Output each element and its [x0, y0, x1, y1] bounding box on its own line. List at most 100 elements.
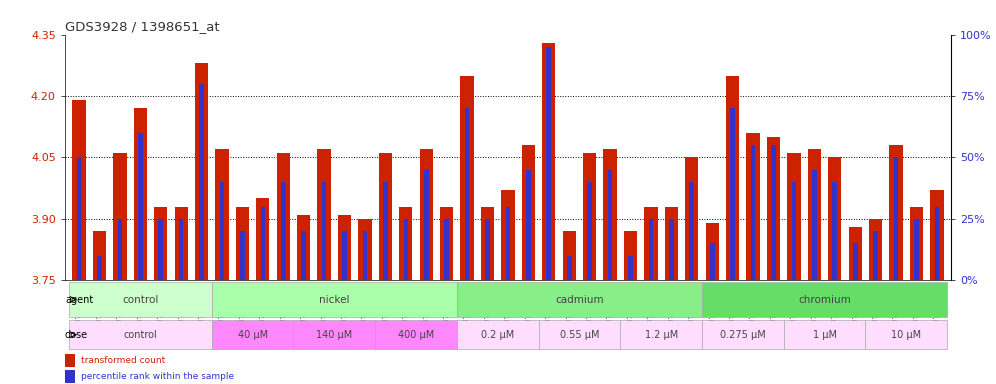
- Text: control: control: [123, 295, 158, 305]
- Bar: [914, 219, 918, 384]
- Bar: [69, 320, 212, 349]
- Text: dose: dose: [65, 330, 88, 340]
- Bar: [363, 231, 368, 384]
- Bar: [294, 320, 375, 349]
- Bar: [256, 199, 270, 384]
- Bar: [261, 207, 265, 384]
- Bar: [705, 223, 719, 384]
- Text: 1 μM: 1 μM: [813, 330, 837, 340]
- Bar: [506, 207, 510, 384]
- Bar: [378, 153, 392, 384]
- Bar: [628, 256, 632, 384]
- Bar: [383, 182, 387, 384]
- Bar: [730, 108, 735, 384]
- Bar: [240, 231, 245, 384]
- Text: 1.2 μM: 1.2 μM: [644, 330, 677, 340]
- Bar: [318, 149, 331, 384]
- Bar: [195, 63, 208, 384]
- Bar: [685, 157, 698, 384]
- Bar: [138, 133, 142, 384]
- Bar: [215, 149, 229, 384]
- Bar: [403, 219, 408, 384]
- Text: percentile rank within the sample: percentile rank within the sample: [81, 372, 234, 381]
- Text: 400 μM: 400 μM: [398, 330, 434, 340]
- Text: control: control: [124, 330, 157, 340]
- Bar: [465, 108, 469, 384]
- Bar: [174, 207, 188, 384]
- Bar: [889, 145, 902, 384]
- Bar: [866, 320, 947, 349]
- Bar: [343, 231, 347, 384]
- Bar: [664, 207, 678, 384]
- Bar: [567, 256, 572, 384]
- Bar: [808, 149, 821, 384]
- Bar: [702, 320, 784, 349]
- Bar: [873, 231, 877, 384]
- Bar: [457, 282, 702, 317]
- Bar: [98, 256, 102, 384]
- Text: chromium: chromium: [798, 295, 851, 305]
- Bar: [792, 182, 796, 384]
- Bar: [457, 320, 539, 349]
- Text: 0.275 μM: 0.275 μM: [720, 330, 766, 340]
- Bar: [444, 219, 449, 384]
- Bar: [710, 243, 714, 384]
- Bar: [359, 219, 372, 384]
- Bar: [621, 320, 702, 349]
- Bar: [277, 153, 290, 384]
- Bar: [302, 231, 306, 384]
- Bar: [114, 153, 126, 384]
- Bar: [93, 231, 107, 384]
- Text: agent: agent: [65, 295, 94, 305]
- Bar: [154, 207, 167, 384]
- Text: GDS3928 / 1398651_at: GDS3928 / 1398651_at: [65, 20, 219, 33]
- Text: 0.55 μM: 0.55 μM: [560, 330, 600, 340]
- Bar: [399, 207, 412, 384]
- Bar: [828, 157, 842, 384]
- Bar: [77, 157, 82, 384]
- Bar: [133, 108, 147, 384]
- Bar: [158, 219, 163, 384]
- Bar: [65, 354, 76, 367]
- Text: cadmium: cadmium: [555, 295, 604, 305]
- Bar: [522, 145, 535, 384]
- Bar: [853, 243, 858, 384]
- Bar: [893, 157, 898, 384]
- Bar: [702, 282, 947, 317]
- Bar: [179, 219, 183, 384]
- Bar: [281, 182, 286, 384]
- Bar: [212, 282, 457, 317]
- Bar: [424, 170, 428, 384]
- Text: 0.2 μM: 0.2 μM: [481, 330, 514, 340]
- Bar: [460, 76, 474, 384]
- Bar: [338, 215, 352, 384]
- Bar: [583, 153, 597, 384]
- Bar: [322, 182, 327, 384]
- Bar: [934, 207, 939, 384]
- Bar: [812, 170, 817, 384]
- Bar: [869, 219, 882, 384]
- Bar: [440, 207, 453, 384]
- Bar: [644, 207, 657, 384]
- Bar: [751, 145, 755, 384]
- Bar: [547, 47, 551, 384]
- Bar: [604, 149, 617, 384]
- Text: 10 μM: 10 μM: [891, 330, 921, 340]
- Bar: [69, 282, 212, 317]
- Bar: [771, 145, 776, 384]
- Bar: [501, 190, 515, 384]
- Bar: [526, 170, 531, 384]
- Bar: [485, 219, 490, 384]
- Text: transformed count: transformed count: [81, 356, 165, 365]
- Bar: [419, 149, 433, 384]
- Bar: [689, 182, 694, 384]
- Bar: [784, 320, 866, 349]
- Bar: [212, 320, 294, 349]
- Bar: [588, 182, 592, 384]
- Bar: [608, 170, 613, 384]
- Bar: [118, 219, 123, 384]
- Bar: [199, 84, 204, 384]
- Bar: [909, 207, 923, 384]
- Bar: [236, 207, 249, 384]
- Bar: [623, 231, 637, 384]
